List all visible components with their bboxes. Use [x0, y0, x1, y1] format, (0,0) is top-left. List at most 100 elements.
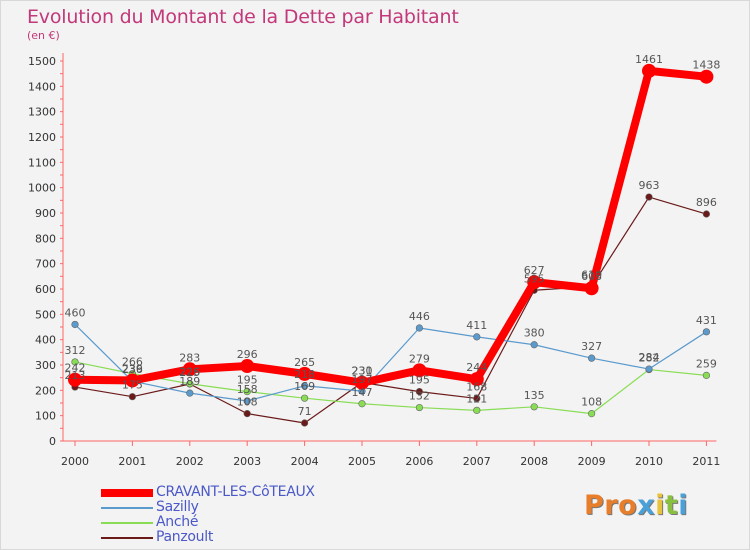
data-label: 108 — [581, 396, 602, 409]
data-point — [186, 380, 194, 388]
x-tick-label: 2000 — [61, 455, 89, 468]
data-point — [702, 371, 711, 379]
data-label: 279 — [409, 352, 430, 365]
data-label: 121 — [466, 392, 487, 405]
data-point — [702, 328, 711, 336]
x-tick-label: 2002 — [176, 455, 204, 468]
data-label: 265 — [294, 356, 315, 369]
data-label: 446 — [409, 310, 430, 323]
data-label: 175 — [122, 379, 143, 392]
y-tick-label: 100 — [35, 410, 56, 423]
series-line — [71, 66, 711, 387]
data-point — [412, 363, 427, 378]
data-label: 259 — [696, 357, 717, 370]
data-label: 282 — [639, 352, 660, 365]
legend-swatch — [101, 537, 153, 539]
data-label: 225 — [179, 366, 200, 379]
data-point — [301, 419, 309, 427]
data-label: 132 — [409, 390, 430, 403]
series-line — [74, 196, 708, 424]
data-label: 230 — [352, 365, 373, 378]
x-tick-label: 2003 — [233, 455, 261, 468]
data-label: 1461 — [635, 53, 663, 66]
data-point — [186, 389, 194, 397]
data-label: 266 — [122, 356, 143, 369]
data-label: 284 — [639, 351, 660, 364]
data-point — [473, 406, 481, 414]
data-label: 135 — [524, 389, 545, 402]
y-tick-label: 700 — [35, 258, 56, 271]
series-line — [74, 323, 708, 402]
legend-item: Panzoult — [101, 529, 401, 545]
logo-letter: t — [664, 490, 679, 521]
data-point — [358, 400, 366, 408]
data-label: 147 — [352, 386, 373, 399]
data-label: 231 — [352, 364, 373, 377]
data-point — [415, 388, 424, 396]
y-tick-label: 1100 — [28, 156, 56, 169]
data-point — [527, 275, 542, 290]
legend-item: Sazilly — [101, 499, 401, 515]
data-label: 168 — [466, 380, 487, 393]
data-label: 1438 — [692, 59, 720, 72]
data-point — [71, 320, 79, 329]
y-tick-label: 400 — [35, 334, 56, 347]
data-point — [240, 359, 255, 374]
legend-label: Sazilly — [156, 499, 199, 515]
data-label: 169 — [294, 380, 315, 393]
legend: CRAVANT-LES-CôTEAUX Sazilly Anché Panzoult — [101, 484, 401, 545]
x-tick-label: 2009 — [578, 455, 606, 468]
y-tick-label: 0 — [49, 435, 56, 448]
logo-letter: x — [637, 490, 656, 521]
legend-label: Panzoult — [156, 529, 214, 545]
data-label: 312 — [65, 344, 86, 357]
data-label: 411 — [466, 319, 487, 332]
series-layer — [68, 63, 714, 427]
data-point — [297, 366, 312, 381]
x-tick-label: 2010 — [635, 455, 663, 468]
x-tick-label: 2007 — [463, 455, 491, 468]
legend-swatch — [101, 507, 153, 509]
data-point — [473, 333, 481, 341]
y-tick-label: 600 — [35, 283, 56, 296]
logo-letter: P — [584, 490, 605, 521]
data-label: 195 — [237, 374, 258, 387]
data-point — [702, 210, 711, 218]
data-label: 431 — [696, 314, 717, 327]
legend-item: Anché — [101, 514, 401, 530]
y-tick-label: 800 — [35, 232, 56, 245]
data-label: 380 — [524, 327, 545, 340]
data-point — [301, 394, 309, 402]
data-label: 327 — [581, 340, 602, 353]
legend-label: Anché — [156, 514, 199, 530]
chart-unit: (en €) — [27, 29, 60, 42]
legend-swatch — [101, 522, 153, 524]
legend-swatch — [101, 489, 153, 497]
data-point — [587, 410, 596, 418]
x-tick-label: 2001 — [118, 455, 146, 468]
proxiti-logo: Proxiti — [584, 490, 688, 521]
data-point — [125, 373, 140, 388]
data-label: 595 — [524, 272, 545, 285]
data-point — [128, 393, 136, 401]
data-point — [415, 403, 424, 412]
x-tick-label: 2008 — [520, 455, 548, 468]
data-label: 283 — [179, 351, 200, 364]
y-tick-label: 1000 — [28, 182, 56, 195]
data-label: 195 — [409, 374, 430, 387]
data-point — [645, 365, 653, 373]
x-tick-label: 2005 — [348, 455, 376, 468]
logo-letter: i — [678, 490, 689, 521]
data-point — [243, 388, 251, 396]
legend-item: CRAVANT-LES-CôTEAUX — [101, 484, 401, 500]
x-tick-label: 2004 — [291, 455, 319, 468]
data-label: 460 — [65, 306, 86, 319]
data-point — [530, 341, 538, 349]
y-tick-label: 1200 — [28, 131, 56, 144]
data-label: 239 — [122, 362, 143, 375]
x-tick-label: 2011 — [692, 455, 720, 468]
data-point — [301, 382, 309, 390]
axes: 0 100 200 300 400 500 600 700 800 900 1000 1100 1200… — [28, 53, 720, 468]
